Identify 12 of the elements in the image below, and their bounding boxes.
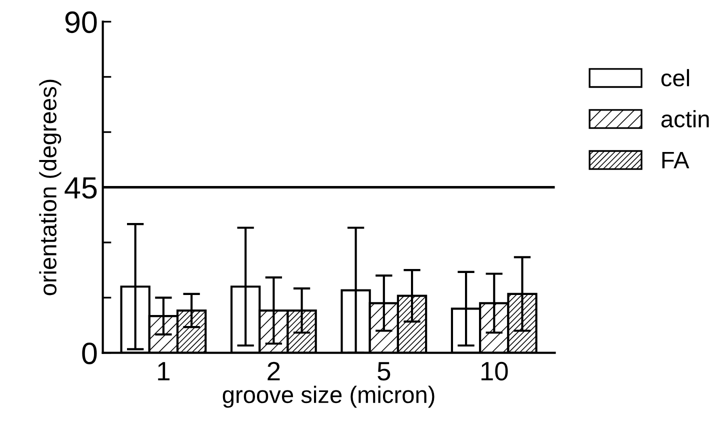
y-tick-label: 0 (82, 342, 97, 364)
x-tick-label: 5 (378, 362, 390, 381)
legend-label: actin (661, 110, 709, 128)
y-tick-label: 45 (64, 177, 97, 199)
y-axis-title: orientation (degrees) (39, 80, 62, 296)
x-tick-label: 2 (268, 362, 280, 380)
x-tick-label: 10 (481, 362, 508, 381)
x-axis-title: groove size (micron) (222, 386, 434, 408)
x-tick-label: 1 (158, 362, 170, 380)
legend-label: FA (662, 152, 690, 168)
legend-label: cel (661, 69, 690, 86)
y-tick-label: 90 (65, 11, 97, 34)
